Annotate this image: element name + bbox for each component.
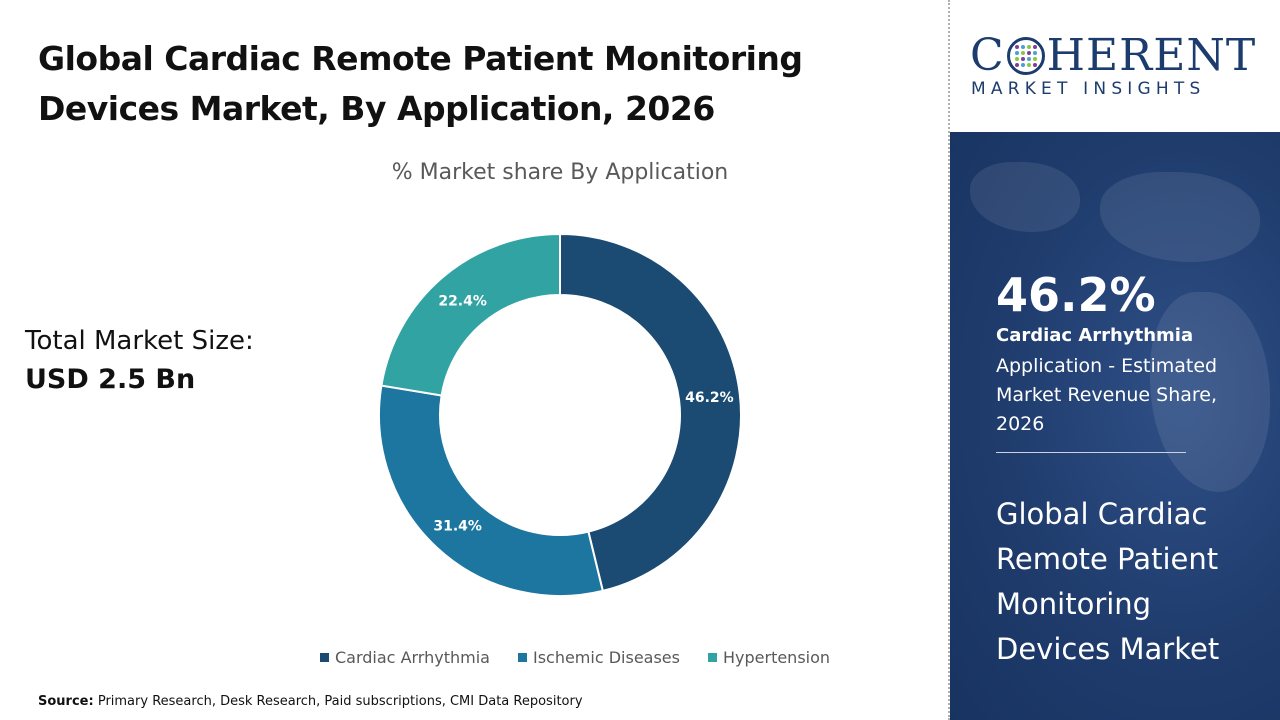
logo-dot	[1032, 50, 1037, 55]
logo-dot	[1020, 56, 1025, 61]
legend-label: Cardiac Arrhythmia	[335, 647, 490, 667]
highlight-stat-description: Application - Estimated Market Revenue S…	[996, 355, 1218, 435]
source-text: Primary Research, Desk Research, Paid su…	[97, 694, 583, 709]
logo-wordmark: C HERENT	[970, 30, 1256, 81]
donut-slice-ischemic-diseases	[378, 384, 605, 597]
data-label: 31.4%	[433, 518, 482, 534]
company-logo: C HERENT MARKET INSIGHTS	[950, 0, 1280, 132]
logo-dot	[1026, 50, 1031, 55]
market-size-value: USD 2.5 Bn	[25, 364, 196, 395]
logo-dot	[1014, 62, 1019, 67]
page-title: Global Cardiac Remote Patient Monitoring…	[38, 39, 803, 128]
logo-dot	[1032, 62, 1037, 67]
source-note: Source: Primary Research, Desk Research,…	[38, 694, 583, 709]
logo-dot	[1020, 50, 1025, 55]
data-label: 46.2%	[685, 390, 734, 406]
donut-chart: 46.2% 31.4% 22.4%	[378, 232, 742, 597]
highlight-stat-label: Cardiac Arrhythmia	[996, 325, 1194, 346]
logo-letter-c: C	[970, 30, 1005, 81]
legend-item: Cardiac Arrhythmia	[320, 648, 490, 667]
world-map-decoration	[970, 162, 1080, 232]
legend-item: Ischemic Diseases	[517, 647, 680, 667]
world-map-decoration	[1150, 292, 1270, 492]
logo-dot	[1014, 50, 1019, 55]
logo-globe-icon	[1006, 36, 1045, 75]
highlight-panel: 46.2% Cardiac Arrhythmia Application - E…	[950, 132, 1280, 720]
info-panel: C HERENT MARKET INSIGHTS 46.2% Cardiac A…	[950, 0, 1280, 720]
logo-dot	[1020, 44, 1025, 49]
chart-panel: Global Cardiac Remote Patient Monitoring…	[25, 39, 831, 709]
legend-swatch	[707, 652, 717, 662]
logo-dot	[1014, 56, 1019, 61]
logo-dot	[1014, 44, 1019, 49]
source-label: Source:	[38, 694, 94, 709]
highlight-divider	[996, 452, 1186, 453]
logo-dot	[1032, 44, 1037, 49]
panel-divider	[948, 0, 950, 720]
chart-legend: Cardiac Arrhythmia Ischemic Diseases Hyper…	[320, 645, 830, 669]
donut-slice-hypertension	[380, 232, 561, 397]
donut-slice-cardiac-arrhythmia	[559, 232, 742, 593]
legend-item: Hypertension	[707, 647, 831, 667]
highlight-stat-value: 46.2%	[996, 268, 1156, 322]
logo-letters-herent: HERENT	[1046, 30, 1257, 81]
logo-dot	[1032, 56, 1037, 61]
data-label: 22.4%	[438, 293, 487, 309]
highlight-market-name: Global Cardiac Remote Patient Monitoring…	[996, 497, 1220, 666]
logo-dot	[1026, 62, 1031, 67]
legend-label: Hypertension	[722, 647, 831, 667]
chart-title: % Market share By Application	[391, 160, 729, 185]
logo-dot	[1020, 62, 1025, 67]
market-size-label: Total Market Size:	[25, 326, 254, 356]
logo-tagline: MARKET INSIGHTS	[971, 79, 1206, 99]
legend-label: Ischemic Diseases	[532, 647, 680, 667]
logo-dot	[1026, 44, 1031, 49]
logo-dot	[1026, 56, 1031, 61]
world-map-decoration	[1100, 172, 1260, 262]
legend-swatch	[517, 652, 527, 662]
legend-swatch	[320, 652, 329, 662]
